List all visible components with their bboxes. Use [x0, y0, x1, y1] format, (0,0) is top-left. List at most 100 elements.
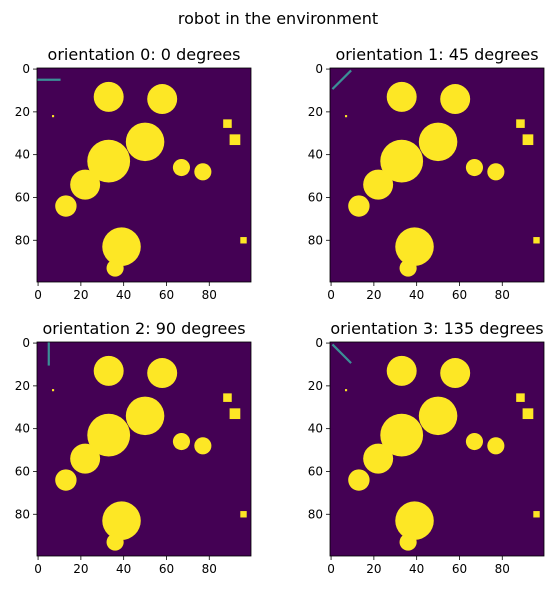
y-tick-label: 0 [22, 62, 30, 76]
x-tick-label: 20 [73, 288, 88, 302]
obstacle-circle [419, 123, 458, 162]
obstacle-circle [94, 356, 124, 386]
y-tick-label: 40 [308, 422, 323, 436]
obstacle-circle [70, 444, 100, 474]
obstacle-block [223, 119, 232, 128]
obstacle-block [52, 115, 54, 117]
obstacle-circle [173, 159, 190, 176]
obstacle-circle [400, 534, 417, 551]
y-tick-label: 80 [15, 507, 30, 521]
obstacle-block [230, 408, 241, 419]
y-tick-label: 80 [15, 233, 30, 247]
y-tick-label: 40 [308, 148, 323, 162]
obstacle-block [523, 408, 534, 419]
y-tick-label: 40 [15, 148, 30, 162]
obstacle-circle [55, 469, 76, 490]
obstacle-block [52, 389, 54, 391]
heatmap-background [37, 68, 251, 282]
obstacle-circle [107, 534, 124, 551]
x-tick-label: 0 [34, 562, 42, 576]
x-tick-label: 40 [116, 562, 131, 576]
x-tick-label: 60 [452, 288, 467, 302]
x-tick-label: 40 [116, 288, 131, 302]
x-tick-label: 80 [495, 288, 510, 302]
panel-1: orientation 1: 45 degrees0 20 40 60 80020406… [308, 45, 544, 302]
obstacle-circle [419, 397, 458, 436]
x-tick-label: 40 [409, 288, 424, 302]
obstacle-block [523, 134, 534, 145]
obstacle-block [345, 389, 347, 391]
panel-title: orientation 1: 45 degrees [335, 45, 538, 64]
obstacle-circle [102, 227, 141, 266]
x-tick-label: 20 [366, 288, 381, 302]
x-tick-label: 0 [327, 562, 335, 576]
obstacle-circle [348, 469, 369, 490]
obstacle-circle [94, 82, 124, 112]
x-tick-label: 80 [202, 562, 217, 576]
panel-title: orientation 3: 135 degrees [330, 319, 543, 338]
y-tick-label: 0 [315, 62, 323, 76]
y-tick-label: 80 [308, 507, 323, 521]
obstacle-block [223, 393, 232, 402]
x-tick-label: 40 [409, 562, 424, 576]
obstacle-circle [173, 433, 190, 450]
x-tick-label: 80 [495, 562, 510, 576]
y-tick-label: 80 [308, 233, 323, 247]
obstacle-circle [395, 501, 434, 540]
y-tick-label: 60 [308, 464, 323, 478]
heatmap-background [37, 342, 251, 556]
x-tick-label: 0 [34, 288, 42, 302]
obstacle-circle [107, 260, 124, 277]
obstacle-block [230, 134, 241, 145]
obstacle-circle [363, 444, 393, 474]
obstacle-circle [440, 358, 470, 388]
x-tick-label: 60 [159, 288, 174, 302]
obstacle-block [533, 237, 539, 243]
panel-title: orientation 2: 90 degrees [42, 319, 245, 338]
y-tick-label: 40 [15, 422, 30, 436]
y-tick-label: 20 [15, 379, 30, 393]
obstacle-circle [466, 433, 483, 450]
y-tick-label: 60 [15, 464, 30, 478]
obstacle-circle [126, 123, 165, 162]
x-tick-label: 20 [366, 562, 381, 576]
y-tick-label: 20 [308, 379, 323, 393]
panel-title: orientation 0: 0 degrees [48, 45, 241, 64]
panel-3: orientation 3: 135 degrees 0 20 40 60 80 0 20 40… [308, 319, 544, 576]
obstacle-block [516, 119, 525, 128]
obstacle-circle [466, 159, 483, 176]
obstacle-block [345, 115, 347, 117]
obstacle-circle [147, 84, 177, 114]
heatmap-background [330, 342, 544, 556]
obstacle-block [516, 393, 525, 402]
obstacle-circle [400, 260, 417, 277]
y-tick-label: 0 [22, 336, 30, 350]
obstacle-circle [126, 397, 165, 436]
obstacle-block [533, 511, 539, 517]
y-tick-label: 60 [15, 190, 30, 204]
obstacle-circle [55, 195, 76, 216]
obstacle-circle [395, 227, 434, 266]
panel-0: orientation 0: 0 degrees 0 20 40 60 80 0 20 40 60… [15, 45, 251, 302]
obstacle-circle [348, 195, 369, 216]
x-tick-label: 80 [202, 288, 217, 302]
x-tick-label: 60 [159, 562, 174, 576]
figure-title: robot in the environment [178, 9, 378, 28]
y-tick-label: 0 [315, 336, 323, 350]
obstacle-circle [387, 82, 417, 112]
obstacle-circle [440, 84, 470, 114]
obstacle-circle [487, 163, 504, 180]
obstacle-block [240, 237, 246, 243]
obstacle-circle [387, 356, 417, 386]
obstacle-circle [194, 163, 211, 180]
obstacle-circle [70, 170, 100, 200]
x-tick-label: 0 [327, 288, 335, 302]
obstacle-circle [487, 437, 504, 454]
obstacle-block [240, 511, 246, 517]
x-tick-label: 20 [73, 562, 88, 576]
obstacle-circle [102, 501, 141, 540]
obstacle-circle [363, 170, 393, 200]
panel-2: orientation 2: 90 degrees 0 20 40 60 80 0 20 40 6… [15, 319, 251, 576]
y-tick-label: 60 [308, 190, 323, 204]
